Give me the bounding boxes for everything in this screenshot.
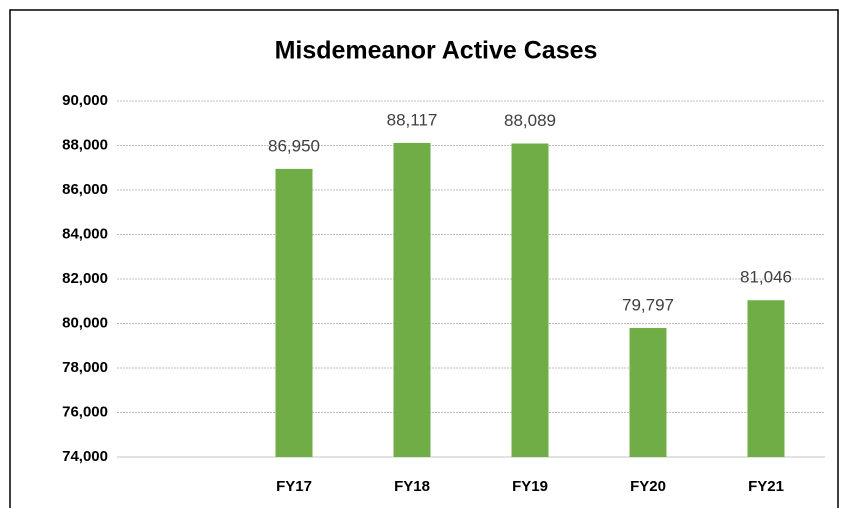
bar <box>747 300 785 457</box>
bar <box>275 168 313 458</box>
x-tick-label: FY21 <box>748 478 784 495</box>
y-tick-label: 88,000 <box>62 136 108 153</box>
y-tick-label: 82,000 <box>62 270 108 287</box>
data-label: 81,046 <box>740 268 792 287</box>
chart-title: Misdemeanor Active Cases <box>275 37 598 65</box>
y-tick-label: 90,000 <box>62 92 108 109</box>
data-label: 88,089 <box>504 111 556 130</box>
bar <box>511 143 549 457</box>
x-tick-label: FY20 <box>630 478 666 495</box>
y-tick-label: 84,000 <box>62 225 108 242</box>
y-tick-label: 74,000 <box>62 448 108 465</box>
data-label: 86,950 <box>268 136 320 155</box>
x-tick-label: FY19 <box>512 478 548 495</box>
x-tick-label: FY17 <box>276 478 312 495</box>
y-tick-label: 76,000 <box>62 403 108 420</box>
y-tick-label: 80,000 <box>62 314 108 331</box>
bar <box>629 328 667 457</box>
x-tick-label: FY18 <box>394 478 430 495</box>
y-tick-label: 86,000 <box>62 181 108 198</box>
y-tick-label: 78,000 <box>62 359 108 376</box>
data-label: 88,117 <box>387 110 438 129</box>
data-label: 79,797 <box>622 296 674 315</box>
bar <box>393 142 431 458</box>
